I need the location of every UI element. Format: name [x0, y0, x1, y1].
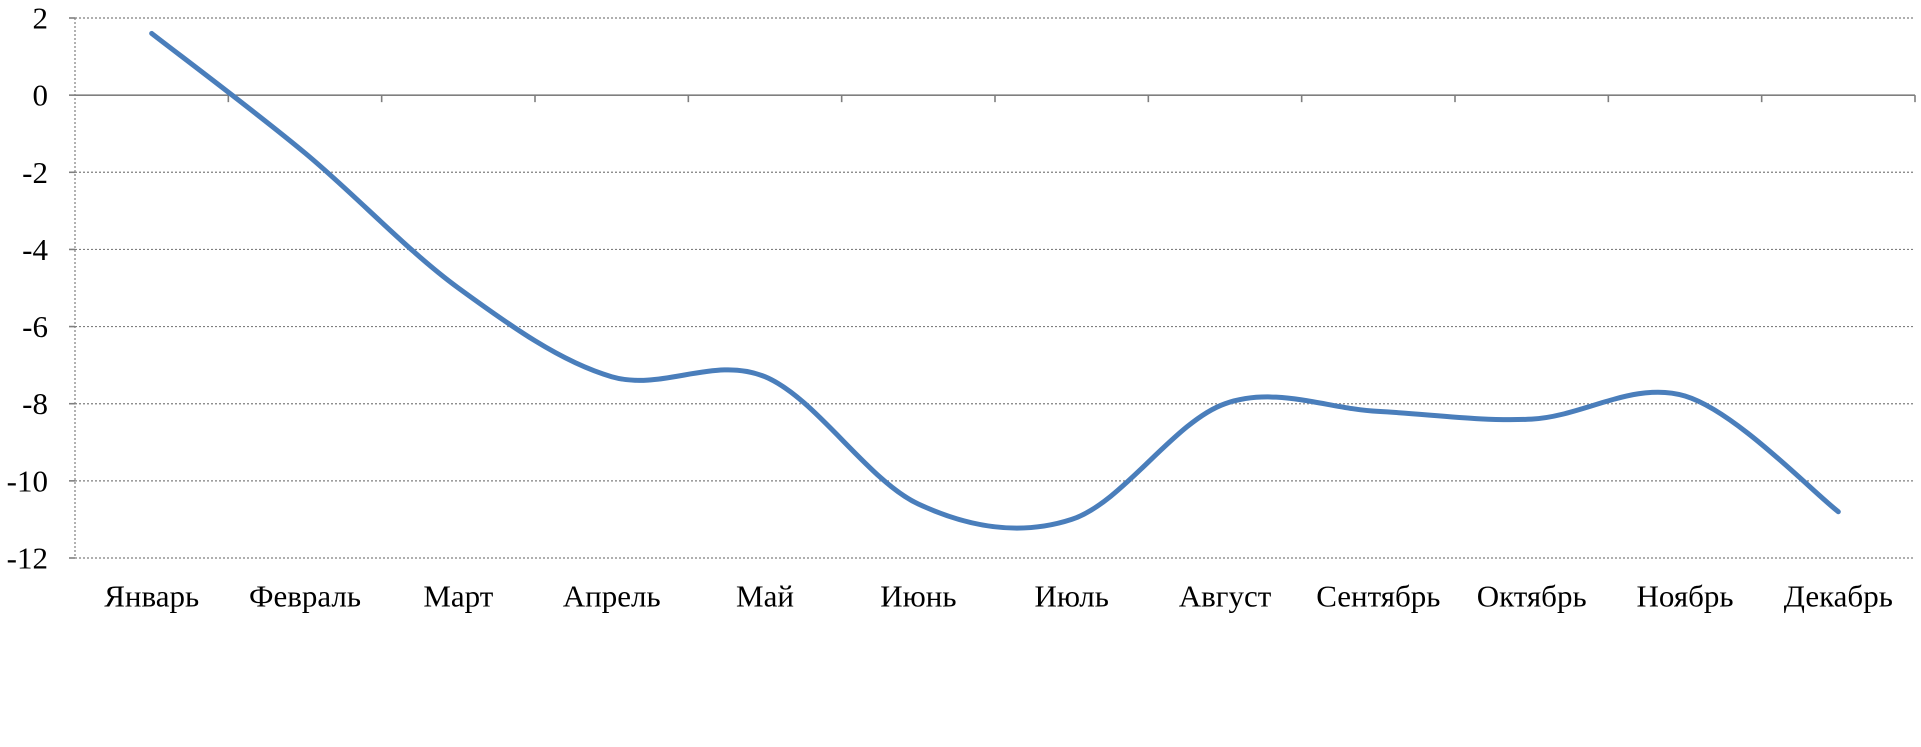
x-tick-label: Май	[736, 579, 794, 614]
x-tick-label: Апрель	[563, 579, 661, 614]
x-tick-label: Июнь	[880, 579, 956, 614]
y-tick-label: -12	[7, 541, 48, 576]
x-tick-label: Сентябрь	[1316, 579, 1440, 614]
y-tick-label: -2	[22, 155, 48, 190]
x-tick-label: Ноябрь	[1637, 579, 1734, 614]
x-tick-label: Октябрь	[1477, 579, 1587, 614]
y-tick-labels: 2 0 -2 -4 -6 -8 -10 -12	[7, 1, 49, 576]
series-layer	[149, 30, 1841, 531]
x-tick-label: Февраль	[249, 579, 361, 614]
y-tick-label: -8	[22, 386, 48, 421]
gridlines	[75, 17, 1915, 559]
x-tick-label: Март	[423, 579, 493, 614]
y-tick-label: -4	[22, 232, 48, 267]
axes	[69, 17, 1916, 559]
y-tick-label: -6	[22, 309, 48, 344]
x-tick-label: Июль	[1034, 579, 1108, 614]
x-tick-labels: Январь Февраль Март Апрель Май Июнь Июль Август…	[104, 579, 1893, 614]
series-line-0	[149, 30, 1841, 531]
x-tick-label: Январь	[104, 579, 199, 614]
y-tick-label: 0	[33, 78, 49, 113]
y-tick-label: -10	[7, 463, 48, 498]
x-tick-label: Август	[1179, 579, 1272, 614]
x-tick-label: Декабрь	[1784, 579, 1893, 614]
y-tick-label: 2	[33, 1, 49, 36]
